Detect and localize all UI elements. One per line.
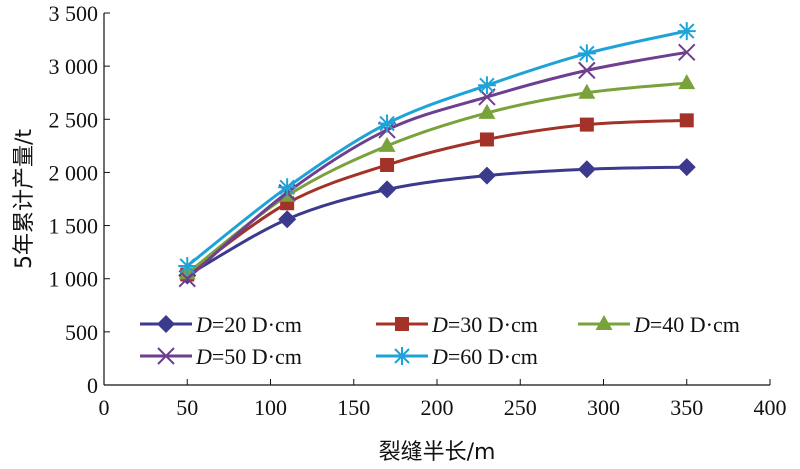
data-point <box>477 76 496 95</box>
legend-value: =40 D·cm <box>650 312 740 337</box>
x-tick-label: 250 <box>504 395 537 420</box>
legend-label: D=50 D·cm <box>195 344 302 369</box>
series-line <box>186 118 687 276</box>
data-point <box>578 83 596 99</box>
axes: 0 50 100 150 200 250 300 350 400 0 500 1 000 1 500 2 … <box>49 1 787 420</box>
y-tick-label: 3 000 <box>49 54 99 79</box>
series-line <box>186 50 688 280</box>
series-line <box>186 29 688 268</box>
y-tick-label: 500 <box>65 320 98 345</box>
data-point <box>677 158 696 177</box>
legend: D=20 D·cm D=30 D·cm D=40 D·cmD=50 D·cm D=60… <box>140 312 740 369</box>
legend-label: D=30 D·cm <box>431 312 538 337</box>
legend-label: D=40 D·cm <box>633 312 740 337</box>
data-point <box>478 103 496 119</box>
legend-label: D=60 D·cm <box>431 344 538 369</box>
series-4 <box>178 43 696 288</box>
x-tick-label: 50 <box>176 395 198 420</box>
data-point <box>577 160 596 179</box>
series-1 <box>178 158 696 285</box>
legend-item: D=30 D·cm <box>376 312 538 337</box>
legend-marker <box>157 315 175 333</box>
data-point <box>678 74 696 90</box>
data-point <box>678 43 696 62</box>
data-point <box>278 178 297 197</box>
data-point <box>378 114 397 133</box>
series-line <box>186 165 687 277</box>
legend-variable: D <box>633 312 650 337</box>
y-tick-label: 2 000 <box>49 160 99 185</box>
legend-value: =50 D·cm <box>212 344 302 369</box>
legend-marker <box>157 347 175 365</box>
x-tick-label: 350 <box>670 395 703 420</box>
y-tick-label: 3 500 <box>49 1 99 26</box>
y-tick-label: 2 500 <box>49 107 99 132</box>
legend-value: =20 D·cm <box>212 312 302 337</box>
data-point <box>578 61 596 80</box>
x-tick-label: 400 <box>754 395 787 420</box>
data-point <box>577 44 596 63</box>
x-tick-label: 150 <box>337 395 370 420</box>
legend-marker <box>395 317 409 331</box>
x-tick-label: 0 <box>99 395 110 420</box>
data-point <box>378 136 396 152</box>
legend-variable: D <box>195 344 212 369</box>
x-tick-label: 300 <box>587 395 620 420</box>
x-tick-label: 100 <box>254 395 287 420</box>
y-tick-label: 1 000 <box>49 267 99 292</box>
legend-variable: D <box>195 312 212 337</box>
series-5 <box>178 22 696 275</box>
y-tick-label: 0 <box>87 373 98 398</box>
y-tick-label: 1 500 <box>49 214 99 239</box>
legend-item: D=20 D·cm <box>140 312 302 337</box>
legend-item: D=50 D·cm <box>140 344 302 369</box>
series-2 <box>180 113 694 282</box>
legend-item: D=40 D·cm <box>578 312 740 337</box>
data-point <box>479 132 494 147</box>
data-point <box>677 22 696 41</box>
data-point <box>178 270 196 288</box>
legend-marker <box>595 315 613 330</box>
x-axis-label: 裂缝半长/m <box>379 440 496 465</box>
data-point <box>380 157 395 172</box>
data-point <box>178 256 197 275</box>
legend-variable: D <box>431 312 448 337</box>
legend-variable: D <box>431 344 448 369</box>
legend-item: D=60 D·cm <box>376 344 538 369</box>
data-point <box>477 166 496 185</box>
data-point <box>579 117 594 132</box>
legend-value: =30 D·cm <box>448 312 538 337</box>
legend-marker <box>393 347 411 365</box>
legend-label: D=20 D·cm <box>195 312 302 337</box>
series-layer <box>178 22 696 288</box>
x-tick-label: 200 <box>421 395 454 420</box>
data-point <box>378 180 397 199</box>
legend-value: =60 D·cm <box>448 344 538 369</box>
data-point <box>278 210 297 229</box>
y-axis-label: 5年累计产量/t <box>12 129 37 269</box>
data-point <box>679 113 694 128</box>
series-3 <box>178 74 696 280</box>
